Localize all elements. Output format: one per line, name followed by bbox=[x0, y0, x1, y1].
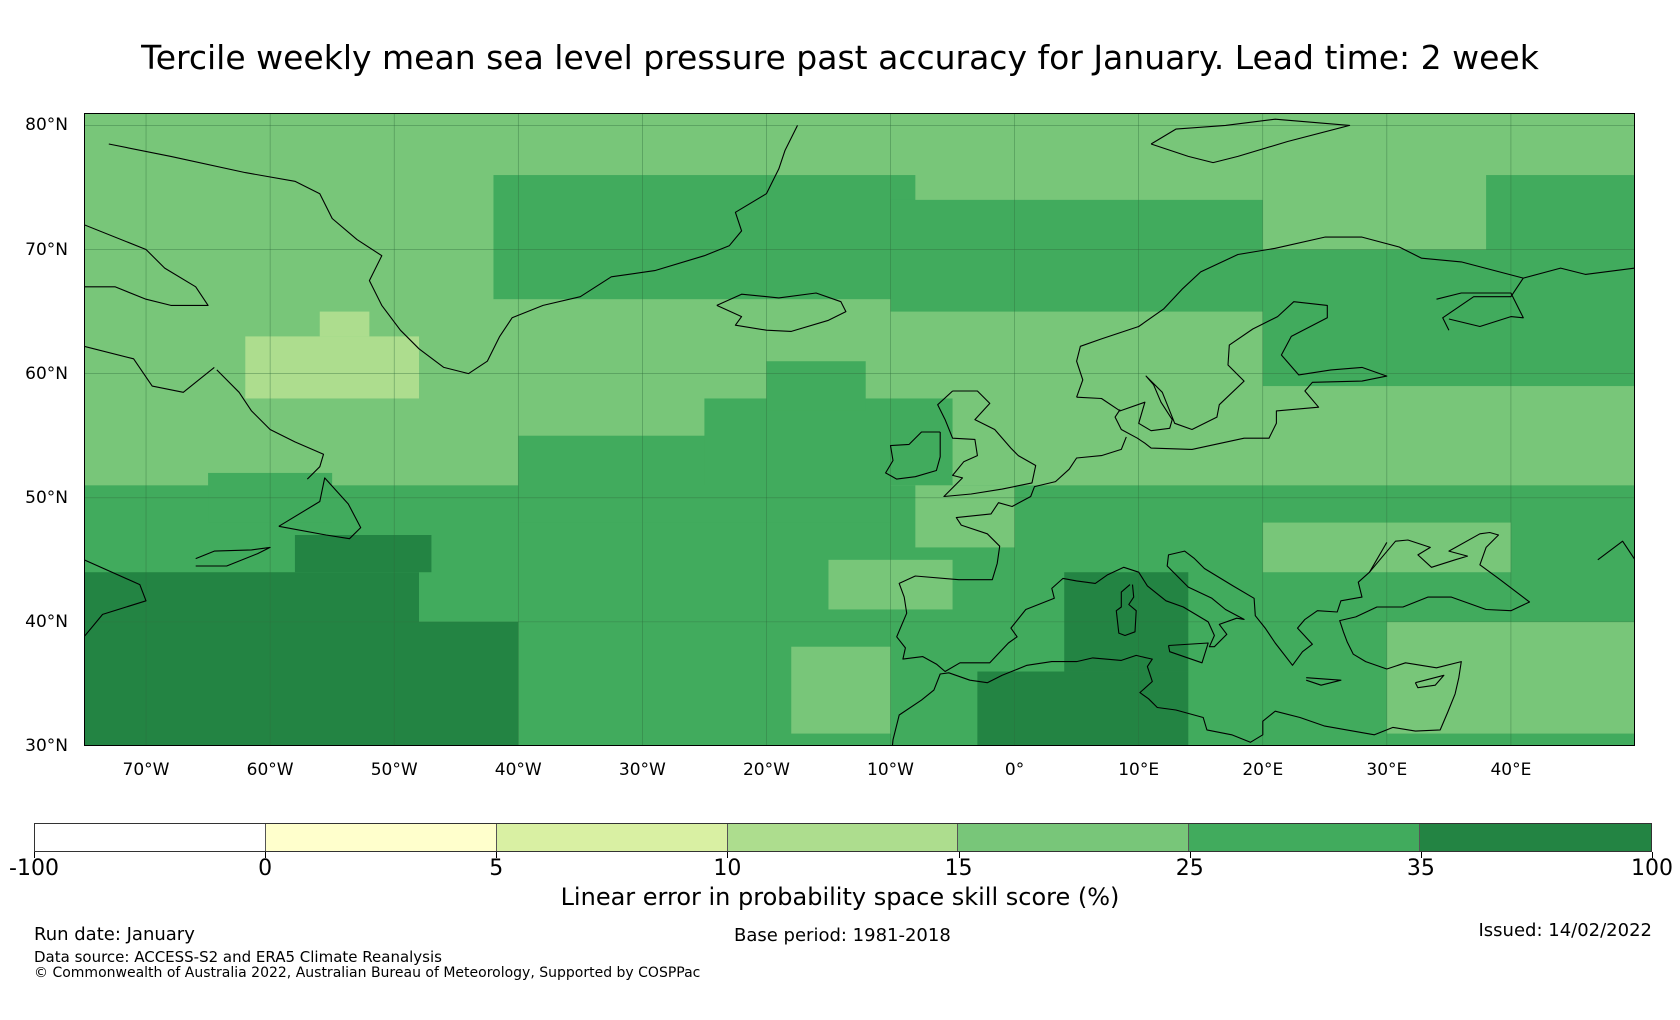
colorbar-tick bbox=[496, 852, 498, 858]
north-america-coast bbox=[84, 559, 147, 638]
baltic-coast bbox=[1076, 301, 1388, 450]
colorbar-title: Linear error in probability space skill … bbox=[560, 883, 1120, 911]
caspian-coast bbox=[1597, 540, 1635, 585]
copyright: © Commonwealth of Australia 2022, Austra… bbox=[34, 965, 701, 981]
skill-map bbox=[84, 113, 1635, 746]
sicily-coast bbox=[1167, 642, 1209, 664]
colorbar-tick-label: 25 bbox=[1175, 856, 1204, 881]
colorbar-tick-label: 10 bbox=[713, 856, 742, 881]
colorbar-tick bbox=[1189, 852, 1191, 858]
graticule bbox=[84, 113, 1635, 746]
kola-white-sea bbox=[1436, 292, 1524, 328]
black-sea-n bbox=[1369, 542, 1388, 573]
colorbar-tick bbox=[1652, 852, 1653, 858]
iceland-coast bbox=[716, 292, 847, 332]
colorbar-tick bbox=[265, 852, 267, 858]
map-title: Tercile weekly mean sea level pressure p… bbox=[141, 38, 1539, 77]
svalbard-coast bbox=[1150, 118, 1351, 164]
colorbar-tick-label: 100 bbox=[1631, 856, 1673, 881]
cyprus-coast bbox=[1414, 674, 1445, 689]
colorbar-segment bbox=[1420, 824, 1651, 851]
skill-region-35-100 bbox=[977, 671, 1189, 746]
lat-label: 40°N bbox=[25, 611, 68, 632]
lat-label: 80°N bbox=[25, 115, 68, 136]
ireland-coast bbox=[885, 431, 941, 480]
skill-region-15-25 bbox=[791, 646, 891, 734]
lon-label: 60°W bbox=[246, 760, 294, 780]
hudson-strait-coast bbox=[84, 345, 215, 393]
russia-arctic-coast bbox=[1523, 267, 1635, 279]
greenland-coast bbox=[108, 125, 798, 375]
skill-region-10-15 bbox=[245, 336, 420, 399]
base-period: Base period: 1981-2018 bbox=[734, 925, 951, 946]
lon-label: 10°W bbox=[867, 760, 914, 780]
skill-region-25-35 bbox=[704, 398, 953, 486]
lon-label: 30°E bbox=[1366, 760, 1408, 780]
lat-label: 50°N bbox=[25, 487, 68, 508]
colorbar-tick-label: 15 bbox=[944, 856, 973, 881]
europe-west-coast bbox=[891, 436, 1531, 746]
lon-label: 20°E bbox=[1242, 760, 1284, 780]
skill-region-25-35 bbox=[766, 361, 866, 411]
colorbar-segment bbox=[35, 824, 266, 851]
lon-label: 50°W bbox=[370, 760, 418, 780]
lat-label: 70°N bbox=[25, 239, 68, 260]
colorbar-tick bbox=[727, 852, 729, 858]
colorbar-tick bbox=[34, 852, 35, 858]
lon-label: 40°W bbox=[494, 760, 542, 780]
scandinavia-coast bbox=[1076, 236, 1524, 398]
labrador-coast bbox=[216, 369, 325, 480]
lon-label: 10°E bbox=[1118, 760, 1160, 780]
skill-region-10-15 bbox=[319, 311, 370, 337]
run-date: Run date: January bbox=[34, 924, 195, 945]
lon-label: 30°W bbox=[618, 760, 666, 780]
colorbar-tick bbox=[958, 852, 960, 858]
crete-coast bbox=[1306, 677, 1342, 686]
skill-region-35-100 bbox=[84, 621, 519, 746]
baffin-coast bbox=[84, 224, 209, 306]
britain-coast bbox=[937, 390, 1037, 498]
lat-label: 30°N bbox=[25, 736, 68, 756]
colorbar-segment bbox=[496, 824, 728, 851]
skill-regions-layer bbox=[84, 113, 1635, 746]
lon-label: 40°E bbox=[1490, 760, 1532, 780]
skill-region-25-35 bbox=[1486, 175, 1635, 250]
colorbar-segment bbox=[1189, 824, 1421, 851]
lon-label: 0° bbox=[1004, 760, 1025, 780]
skill-region-35-100 bbox=[294, 535, 432, 573]
issued-date: Issued: 14/02/2022 bbox=[1478, 920, 1652, 941]
colorbar-tick-label: 5 bbox=[489, 856, 504, 881]
colorbar-tick-label: 0 bbox=[258, 856, 273, 881]
colorbar-segment bbox=[958, 824, 1190, 851]
skill-region-25-35 bbox=[493, 175, 916, 300]
lon-label: 20°W bbox=[742, 760, 790, 780]
colorbar-segment bbox=[265, 824, 497, 851]
data-source: Data source: ACCESS-S2 and ERA5 Climate … bbox=[34, 948, 442, 966]
colorbar-tick-label: 35 bbox=[1406, 856, 1435, 881]
colorbar-tick bbox=[1420, 852, 1422, 858]
lat-label: 60°N bbox=[25, 363, 68, 384]
nova-scotia-coast bbox=[195, 546, 271, 567]
corsica-sardinia bbox=[1115, 584, 1137, 637]
skill-region-35-100 bbox=[84, 572, 420, 622]
lon-label: 70°W bbox=[122, 760, 170, 780]
map-frame bbox=[84, 113, 1635, 746]
skill-region-25-35 bbox=[890, 199, 1263, 312]
colorbar-tick-label: -100 bbox=[9, 856, 59, 881]
colorbar bbox=[34, 823, 1652, 852]
newfoundland-coast bbox=[278, 477, 362, 540]
skill-region-25-35 bbox=[1262, 249, 1635, 387]
coastlines bbox=[84, 118, 1635, 746]
colorbar-segment bbox=[727, 824, 959, 851]
